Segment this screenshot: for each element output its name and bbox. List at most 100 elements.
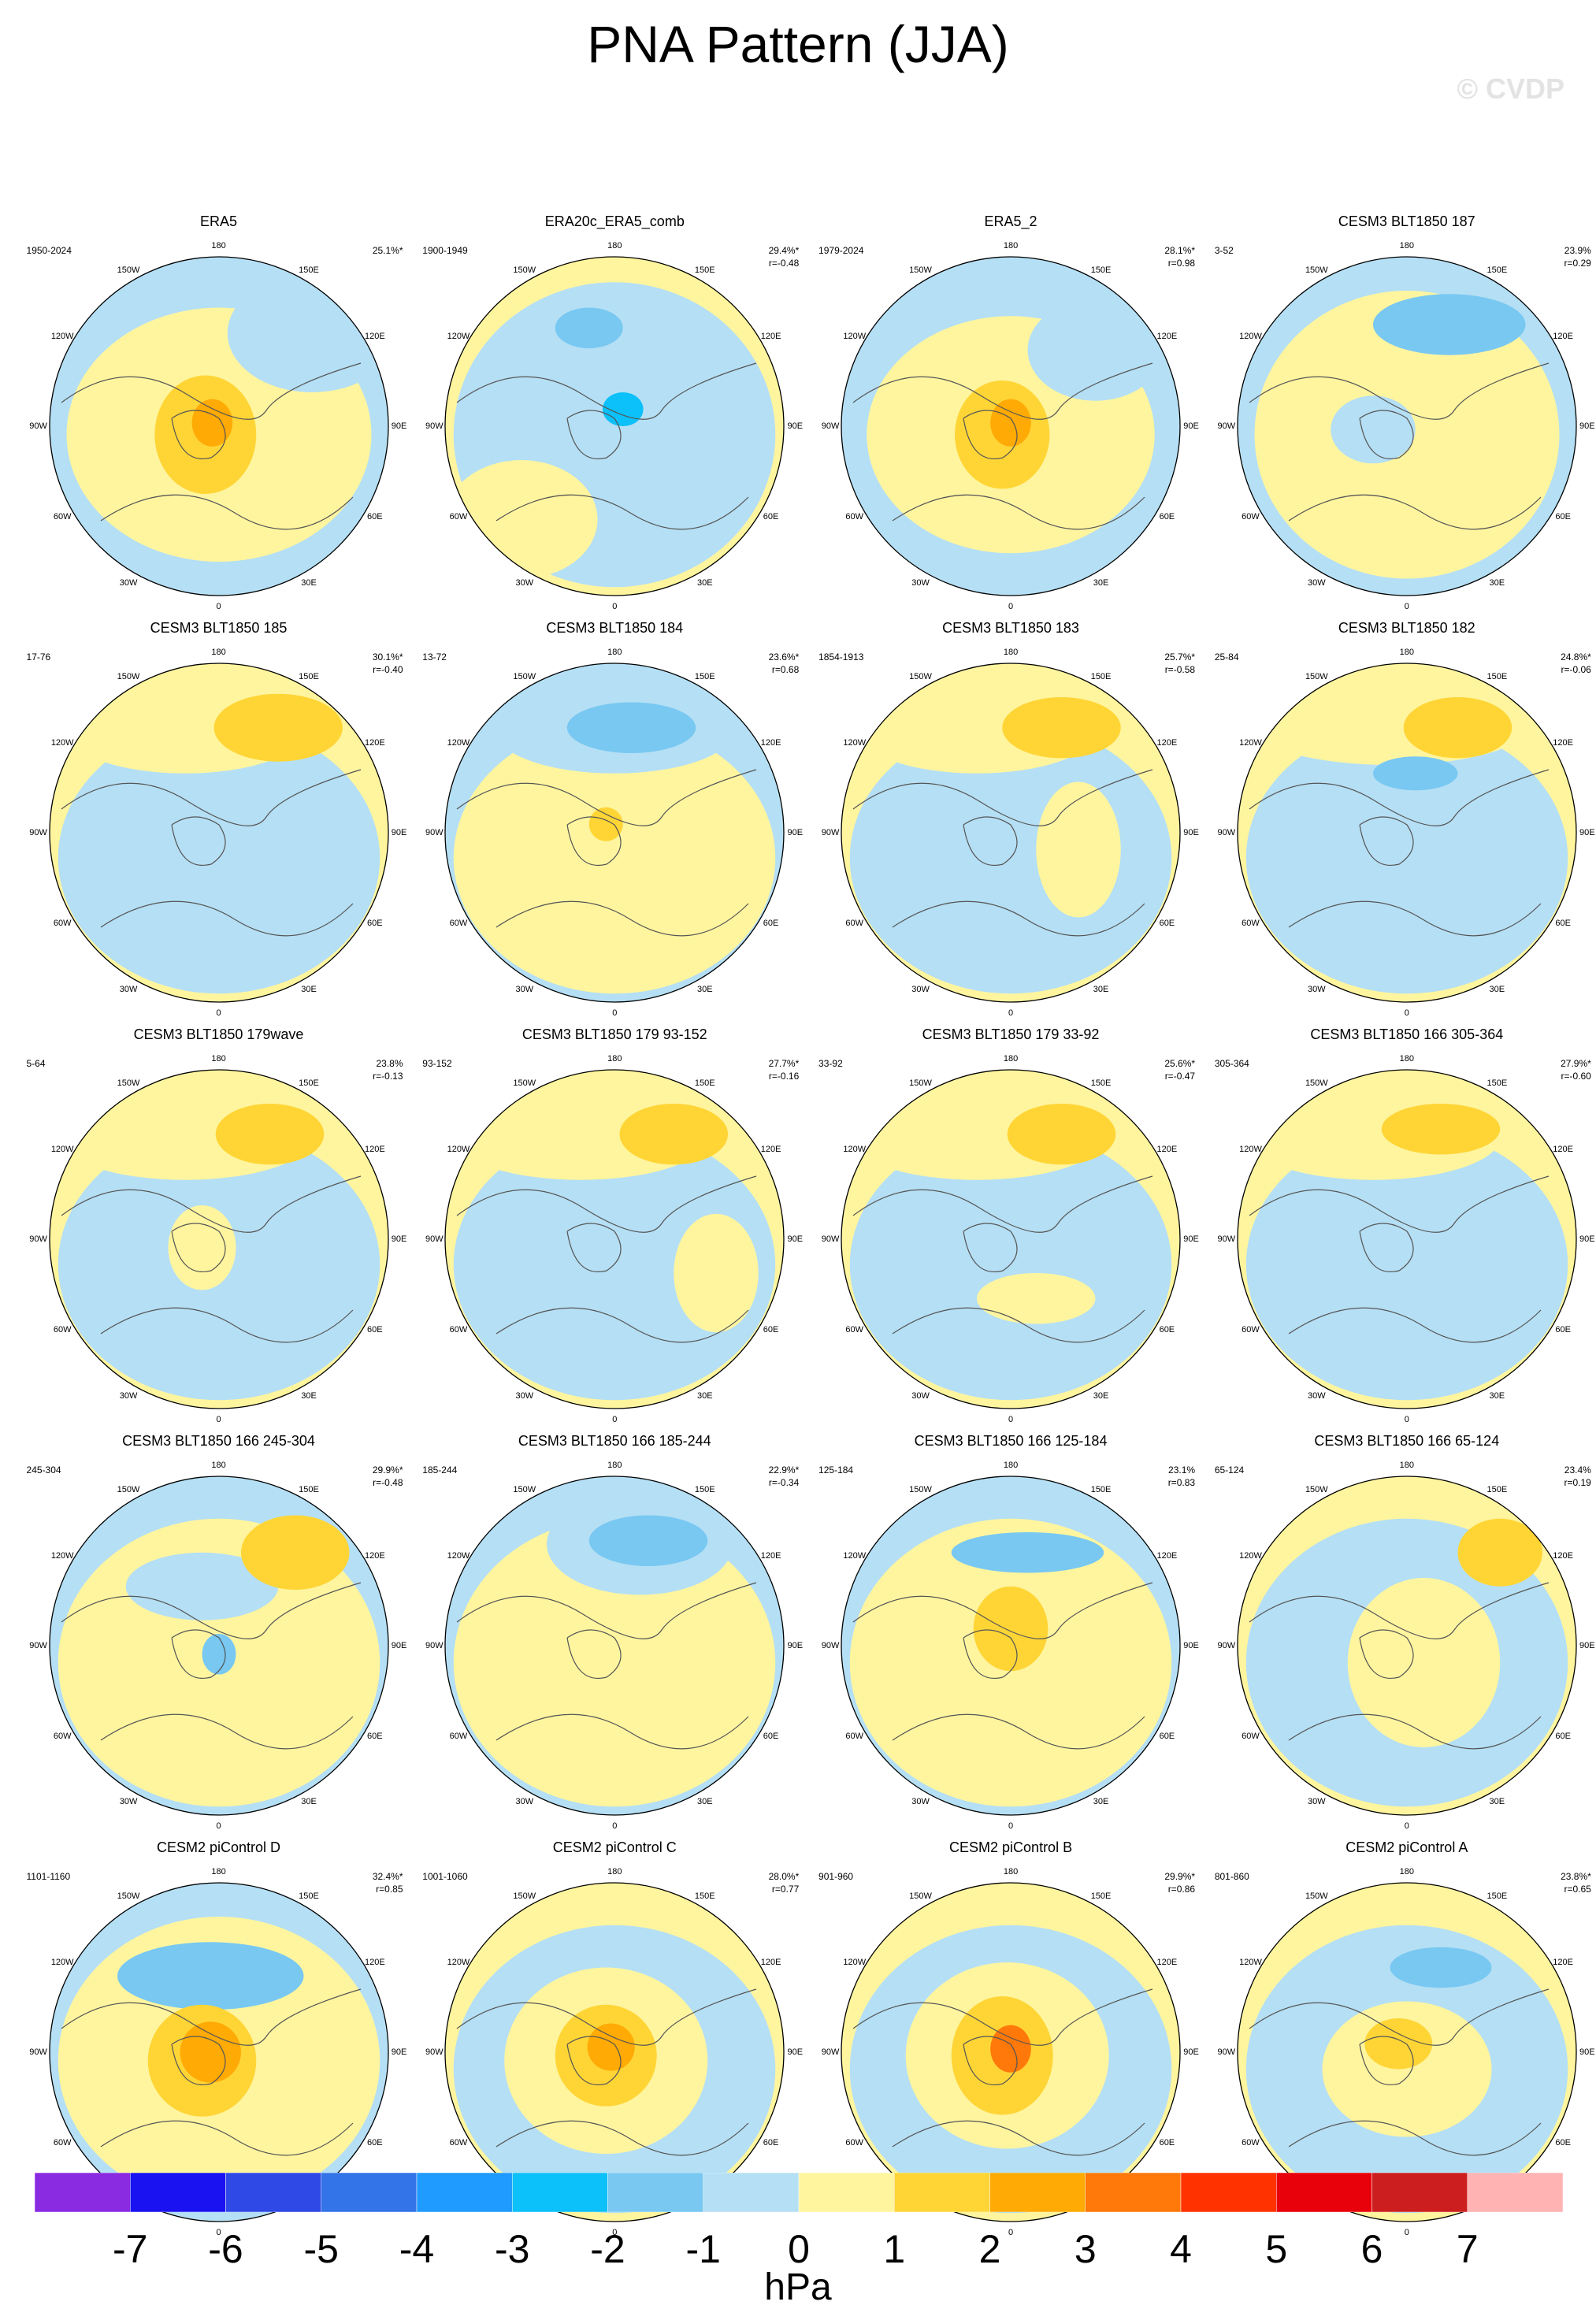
longitude-label: 90E xyxy=(1579,828,1595,838)
panel-title: ERA5 xyxy=(200,213,238,230)
panel-variance: 29.4%* xyxy=(768,245,800,257)
negative-anomaly xyxy=(589,1515,708,1567)
longitude-label: 120E xyxy=(760,331,781,341)
map-panel: ERA5_2 1979-2024 28.1%* r=0.98 180 150E 120E 90… xyxy=(814,213,1208,615)
longitude-label: 0 xyxy=(612,2228,618,2237)
longitude-label: 120E xyxy=(1156,1957,1178,1967)
positive-anomaly xyxy=(1347,1578,1501,1748)
colorbar-tick-label: -3 xyxy=(495,2227,530,2271)
longitude-label: 60E xyxy=(763,511,779,522)
longitude-label: 150E xyxy=(1090,265,1112,276)
longitude-label: 180 xyxy=(1399,1461,1414,1471)
longitude-label: 120E xyxy=(1553,737,1573,748)
panel-years: 25-84 xyxy=(1214,651,1239,663)
positive-anomaly xyxy=(1036,781,1121,918)
longitude-label: 60E xyxy=(1555,1731,1571,1741)
longitude-label: 30W xyxy=(911,1390,930,1401)
longitude-label: 90E xyxy=(787,828,804,838)
panel-title: CESM2 piControl D xyxy=(156,1839,281,1855)
colorbar-tick-label: 0 xyxy=(788,2227,810,2271)
longitude-label: 120W xyxy=(50,1957,74,1967)
longitude-label: 120W xyxy=(843,737,867,748)
longitude-label: 0 xyxy=(1404,2228,1409,2237)
longitude-label: 180 xyxy=(211,241,226,251)
map-panel: CESM2 piControl A 801-860 23.8%* r=0.65 180 1… xyxy=(1210,1839,1596,2241)
longitude-label: 60E xyxy=(367,2137,383,2148)
coastline xyxy=(456,1582,757,1750)
panel-correlation: r=0.83 xyxy=(1167,1477,1196,1489)
coastline xyxy=(61,1582,361,1750)
longitude-label: 60E xyxy=(1159,1731,1175,1741)
longitude-label: 180 xyxy=(1399,241,1414,251)
positive-anomaly xyxy=(168,1205,236,1290)
map-panel: CESM3 BLT1850 187 3-52 23.9% r=0.29 180 150E 1… xyxy=(1210,213,1596,615)
panel-title: CESM3 BLT1850 166 185-244 xyxy=(518,1433,711,1450)
coastline xyxy=(852,1175,1153,1343)
negative-anomaly xyxy=(125,1552,278,1620)
longitude-label: 150W xyxy=(909,1078,932,1088)
longitude-label: 120W xyxy=(1239,737,1262,748)
longitude-label: 90W xyxy=(425,2047,444,2057)
longitude-label: 150E xyxy=(694,1891,715,1901)
longitude-label: 30E xyxy=(1489,577,1505,588)
panel-variance: 24.8%* xyxy=(1561,651,1591,663)
longitude-label: 90W xyxy=(1217,828,1236,838)
coastline xyxy=(456,1175,757,1343)
longitude-label: 180 xyxy=(607,648,622,658)
panel-title: CESM3 BLT1850 166 125-184 xyxy=(914,1433,1108,1450)
longitude-label: 90W xyxy=(29,2047,47,2057)
negative-anomaly xyxy=(1372,294,1526,356)
longitude-label: 60E xyxy=(1555,1324,1571,1335)
colorbar-swatch xyxy=(1467,2172,1564,2213)
map-panel: CESM3 BLT1850 184 13-72 23.6%* r=0.68 180 150… xyxy=(418,620,811,1022)
panel-years: 125-184 xyxy=(818,1464,854,1476)
longitude-label: 120E xyxy=(760,1144,781,1154)
map-panel: CESM3 BLT1850 179 33-92 33-92 25.6%* r=-0.4… xyxy=(814,1026,1208,1428)
longitude-label: 60W xyxy=(449,1731,468,1741)
longitude-label: 150E xyxy=(694,1484,715,1494)
panel-variance: 22.9%* xyxy=(768,1464,800,1476)
longitude-label: 90W xyxy=(821,1641,840,1651)
longitude-label: 120E xyxy=(760,737,781,748)
panel-correlation: r=-0.34 xyxy=(768,1477,800,1489)
panel-title: CESM3 BLT1850 166 305-364 xyxy=(1310,1026,1504,1043)
longitude-label: 0 xyxy=(1008,1821,1014,1832)
panel-variance: 25.7%* xyxy=(1164,651,1196,663)
panel-years: 17-76 xyxy=(26,651,51,663)
panel-years: 93-152 xyxy=(422,1058,452,1070)
longitude-label: 150W xyxy=(909,1484,932,1494)
longitude-label: 60E xyxy=(763,918,779,928)
colorbar-tick-label: 4 xyxy=(1170,2227,1192,2271)
longitude-label: 30E xyxy=(696,1390,713,1401)
positive-anomaly xyxy=(619,1104,729,1165)
colorbar-swatch xyxy=(321,2172,418,2213)
map-border xyxy=(48,1069,389,1409)
longitude-label: 150E xyxy=(299,265,319,276)
longitude-label: 30W xyxy=(911,1797,930,1807)
map-panel: CESM3 BLT1850 166 125-184 125-184 23.1% r=0… xyxy=(814,1433,1208,1835)
longitude-label: 60W xyxy=(449,2137,468,2148)
coastline xyxy=(456,1988,757,2156)
longitude-label: 180 xyxy=(1003,648,1019,658)
longitude-label: 30W xyxy=(515,1797,534,1807)
longitude-label: 150E xyxy=(1487,265,1508,276)
positive-anomaly xyxy=(674,1213,759,1333)
watermark: © CVDP xyxy=(1457,72,1564,105)
map-border xyxy=(841,1476,1181,1816)
longitude-label: 120E xyxy=(1553,1957,1573,1967)
panel-title: CESM3 BLT1850 179 33-92 xyxy=(922,1026,1100,1043)
longitude-label: 90W xyxy=(425,1641,444,1651)
panel-variance: 23.4% xyxy=(1564,1464,1591,1476)
longitude-label: 0 xyxy=(1008,602,1014,612)
longitude-label: 120E xyxy=(760,1957,781,1967)
longitude-label: 150W xyxy=(1305,1078,1328,1088)
longitude-label: 90W xyxy=(29,828,47,838)
colorbar-tick-label: 7 xyxy=(1456,2227,1479,2271)
longitude-label: 180 xyxy=(1003,241,1019,251)
longitude-label: 90E xyxy=(1183,2047,1199,2057)
panel-years: 185-244 xyxy=(422,1464,458,1476)
panel-years: 1900-1949 xyxy=(422,245,468,257)
longitude-label: 180 xyxy=(1399,648,1414,658)
longitude-label: 150E xyxy=(299,1484,319,1494)
panel-years: 1001-1060 xyxy=(422,1871,468,1882)
